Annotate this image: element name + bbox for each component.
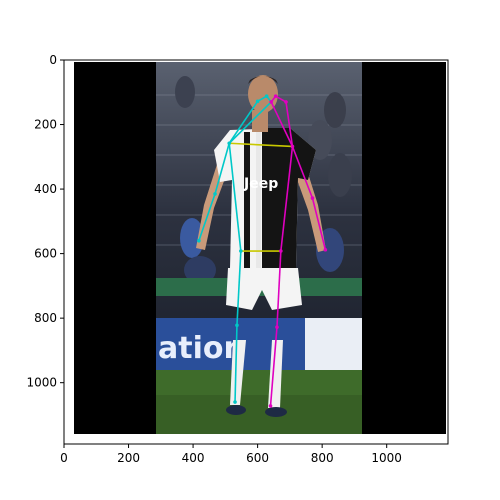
keypoint-left-knee (275, 325, 279, 329)
y-tick-label: 800 (34, 311, 57, 325)
led-banner-right (305, 318, 362, 370)
skeleton-bone-left-shoulder-left-hip (280, 146, 294, 252)
skeleton-bone-left-ear-left-shoulder (285, 101, 294, 147)
keypoint-right-eye (264, 94, 269, 98)
x-tick-label: 0 (60, 451, 68, 465)
skeleton-bone-right-elbow-right-wrist (198, 193, 216, 241)
skeleton-bone-right-shoulder-right-hip (228, 143, 242, 252)
photo: ation Jeep (74, 62, 446, 434)
keypoint-right-hip (239, 249, 243, 253)
keypoint-left-wrist (323, 247, 328, 252)
keypoint-left-eye (273, 94, 278, 98)
keypoint-right-knee (235, 323, 239, 328)
skeleton-bone-left-shoulder-left-elbow (291, 146, 314, 199)
keypoint-left-elbow (310, 196, 315, 200)
keypoint-nose (269, 100, 273, 104)
skeleton-bone-left-knee-left-ankle (269, 327, 278, 406)
banner-text: ation (158, 331, 245, 366)
y-tick-label: 200 (34, 118, 57, 132)
keypoint-left-hip (279, 249, 283, 253)
left-letterbox (74, 62, 156, 434)
y-tick-label: 400 (34, 182, 57, 196)
x-tick-label: 400 (182, 451, 205, 465)
keypoint-right-wrist (197, 238, 201, 243)
skeleton-bone-right-shoulder-right-elbow (214, 143, 230, 195)
skeleton-bone-nose-left-shoulder (270, 101, 294, 147)
keypoint-right-elbow (213, 192, 217, 196)
x-tick-label: 200 (117, 451, 140, 465)
x-axis: 0 200 400 600 800 1000 (60, 444, 402, 465)
y-axis: 0 200 400 600 800 1000 (26, 53, 64, 390)
shirt-sponsor: Jeep (243, 176, 278, 192)
keypoint-right-shoulder (227, 141, 232, 146)
axes-frame (63, 59, 449, 445)
y-tick-label: 1000 (26, 376, 57, 390)
keypoint-right-ear (255, 99, 260, 104)
y-tick-label: 600 (34, 247, 57, 261)
skeleton-bone-left-elbow-left-wrist (311, 197, 327, 250)
pose-skeleton (197, 94, 328, 408)
skeleton-bone-right-knee-right-ankle (234, 325, 238, 403)
x-tick-label: 1000 (371, 451, 402, 465)
keypoint-left-shoulder (290, 144, 295, 149)
keypoint-right-ankle (233, 400, 237, 404)
skeleton-bone-left-eye-left-ear (275, 95, 287, 103)
skeleton-bone-left-hip-left-knee (276, 250, 282, 328)
x-tick-label: 600 (246, 451, 269, 465)
x-tick-label: 800 (311, 451, 334, 465)
skeleton-bone-right-shoulder-left-shoulder (229, 142, 293, 148)
keypoint-left-ear (284, 100, 288, 104)
skeleton-bone-nose-right-shoulder (228, 101, 272, 144)
skeleton-bone-right-ear-right-shoulder (228, 100, 259, 144)
right-letterbox (362, 62, 446, 434)
y-tick-label: 0 (49, 53, 57, 67)
keypoint-left-ankle (268, 404, 273, 408)
skeleton-bone-right-hip-right-knee (236, 250, 242, 326)
